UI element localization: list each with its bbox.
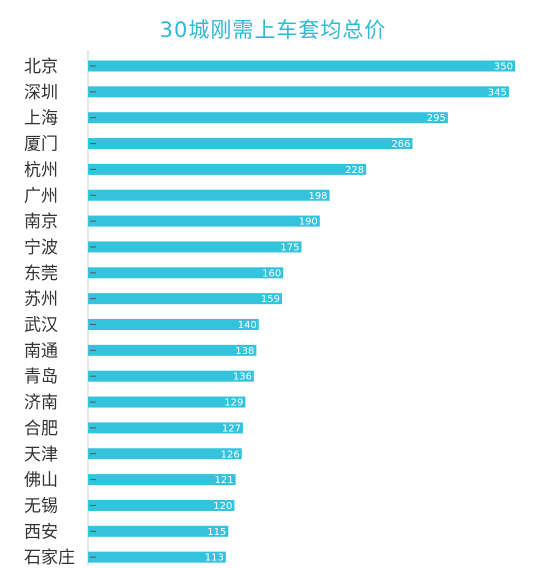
data-label: 120 <box>213 501 232 512</box>
category-label: 上海 <box>24 109 58 129</box>
bar <box>88 319 259 330</box>
bar <box>88 60 515 72</box>
data-label: 159 <box>261 294 280 305</box>
bar <box>88 499 235 511</box>
bar <box>88 86 509 98</box>
bar <box>88 241 302 253</box>
chart-title: 30城刚需上车套均总价 <box>159 18 387 42</box>
bar <box>88 551 226 563</box>
data-label: 136 <box>233 372 252 383</box>
bar <box>88 215 320 227</box>
category-label: 南京 <box>24 212 58 232</box>
data-label: 350 <box>494 62 513 73</box>
data-label: 113 <box>205 553 224 564</box>
category-label: 南通 <box>24 341 58 361</box>
data-label: 126 <box>221 449 240 460</box>
data-label: 175 <box>280 242 299 253</box>
data-label: 121 <box>215 475 234 486</box>
bar <box>88 474 236 486</box>
category-label: 无锡 <box>24 496 58 516</box>
category-label: 武汉 <box>24 316 58 336</box>
data-label: 190 <box>299 217 318 228</box>
data-label: 140 <box>238 320 257 331</box>
data-label: 345 <box>488 87 507 98</box>
data-label: 266 <box>391 139 410 150</box>
category-label: 西安 <box>24 522 58 542</box>
bar <box>88 163 367 175</box>
category-label: 青岛 <box>24 367 58 387</box>
bar <box>88 396 246 408</box>
category-label: 杭州 <box>24 160 58 180</box>
category-label: 宁波 <box>24 238 58 258</box>
category-label: 广州 <box>24 186 58 206</box>
category-label: 佛山 <box>24 471 58 491</box>
bar <box>88 138 413 150</box>
data-label: 228 <box>345 165 364 176</box>
category-label: 济南 <box>24 393 58 413</box>
bar <box>88 525 229 537</box>
bar <box>88 267 284 279</box>
bar <box>88 448 242 460</box>
bar <box>88 189 330 201</box>
bar <box>88 370 254 382</box>
category-label: 北京 <box>24 57 58 77</box>
bar <box>88 422 243 434</box>
category-label: 厦门 <box>24 135 58 155</box>
data-label: 160 <box>262 268 281 279</box>
data-label: 198 <box>308 191 327 202</box>
data-label: 295 <box>427 113 446 124</box>
data-label: 115 <box>207 527 226 538</box>
bar <box>88 293 282 305</box>
category-label: 苏州 <box>24 290 58 310</box>
category-label: 东莞 <box>24 264 58 284</box>
data-label: 138 <box>235 346 254 357</box>
bar <box>88 344 257 356</box>
category-label: 石家庄 <box>24 548 75 568</box>
category-label: 天津 <box>24 445 58 465</box>
category-label: 深圳 <box>24 83 58 103</box>
bar <box>88 112 448 124</box>
data-label: 127 <box>222 423 241 434</box>
data-label: 129 <box>224 398 243 409</box>
category-label: 合肥 <box>24 419 58 439</box>
